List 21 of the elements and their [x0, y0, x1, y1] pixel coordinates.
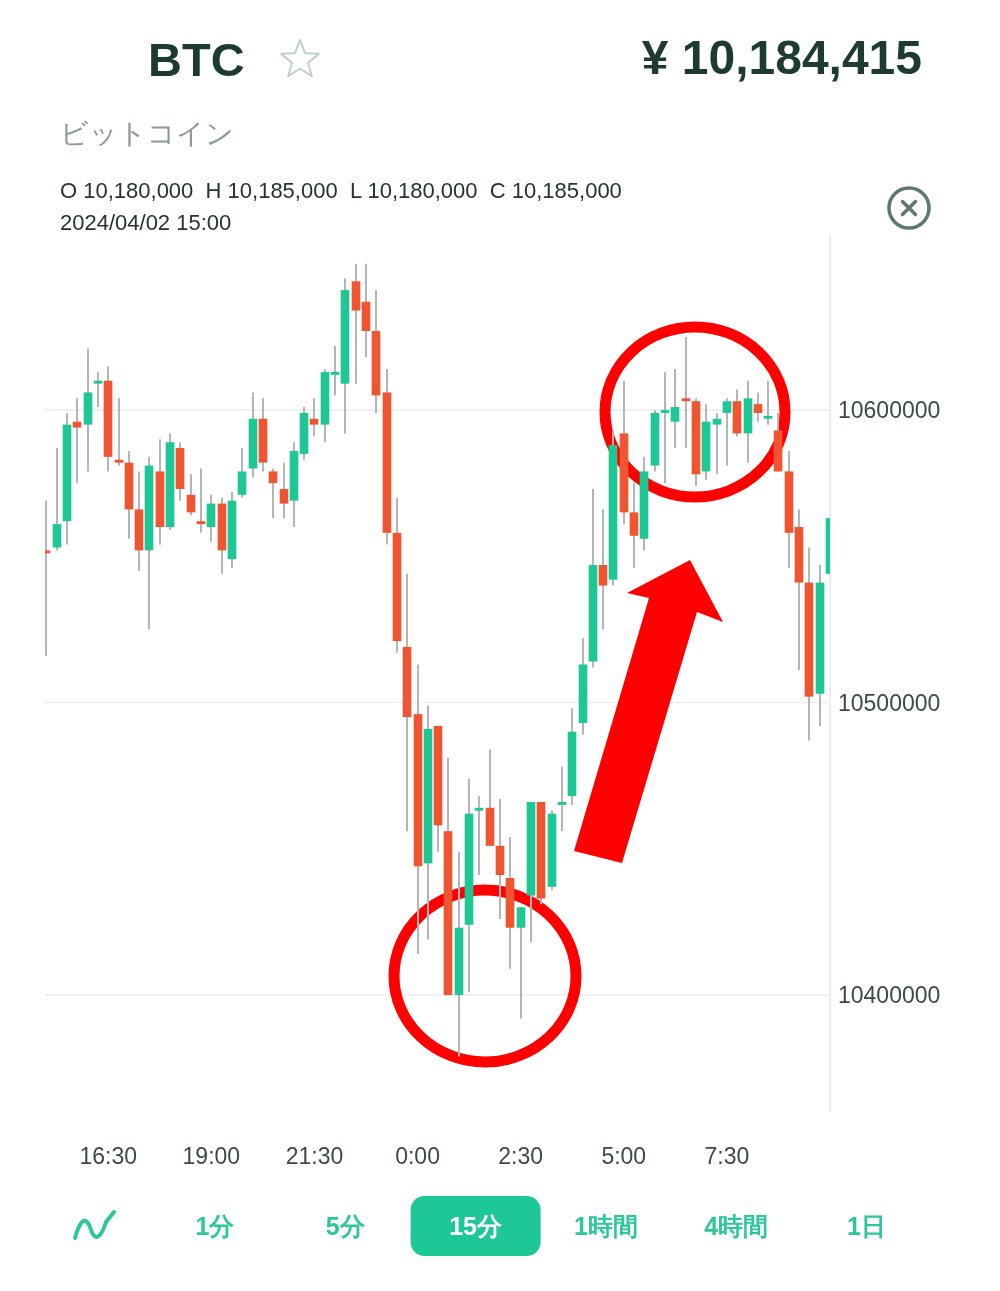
x-tick-label: 7:30	[704, 1143, 750, 1169]
text: 5分	[325, 1212, 366, 1240]
y-tick-label: 10500000	[838, 689, 941, 716]
y-tick-label: 10600000	[838, 397, 941, 423]
text: 1分	[195, 1212, 236, 1240]
text: ¥ 10,184,415	[641, 31, 922, 84]
text: 15分	[449, 1212, 503, 1240]
x-tick-label: 19:00	[182, 1143, 241, 1169]
y-tick-label: 10400000	[838, 982, 941, 1008]
x-tick-label: 16:30	[79, 1143, 138, 1169]
text: 4時間	[704, 1212, 769, 1240]
x-tick-label: 5:00	[601, 1143, 647, 1169]
x-tick-label: 21:30	[285, 1143, 344, 1169]
chart-subtitle: ビットコイン	[60, 118, 234, 149]
text: O 10,180,000 H 10,185,000 L 10,180,000 C 10,185,000	[60, 178, 622, 203]
text: 1時間	[573, 1212, 638, 1240]
annotation: 2024/04/02 15:00	[60, 210, 232, 235]
chart-title: BTC	[148, 33, 245, 86]
x-tick-label: 0:00	[395, 1143, 440, 1169]
x-tick-label: 2:30	[498, 1143, 544, 1169]
text: 1日	[847, 1212, 886, 1240]
